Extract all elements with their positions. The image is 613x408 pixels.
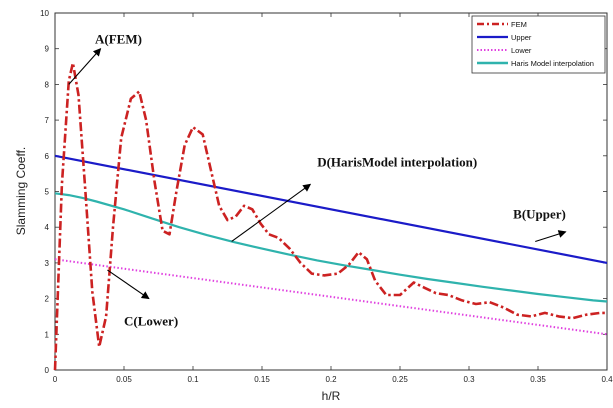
y-tick-label: 7 xyxy=(45,116,50,125)
series-line-fem xyxy=(53,61,607,371)
axis-ticks: 0 0.05 0.1 0.15 0.2 0.25 0.3 0.35 0.4 0 1 2 3 4 5 6 7 8 9 1… xyxy=(40,9,613,384)
annotation-label: D(HarisModel interpolation) xyxy=(317,155,477,170)
annotation-arrow xyxy=(68,47,102,85)
x-tick-label: 0.25 xyxy=(392,375,408,384)
annotation-label: B(Upper) xyxy=(513,206,566,221)
x-tick-label: 0.2 xyxy=(325,375,337,384)
y-tick-label: 1 xyxy=(45,330,50,339)
x-tick-label: 0.15 xyxy=(254,375,270,384)
series-line-haris-model-interpolation xyxy=(54,192,608,303)
annotation-label: C(Lower) xyxy=(124,313,178,328)
y-tick-label: 0 xyxy=(45,366,50,375)
legend-label-upper: Upper xyxy=(511,33,532,42)
y-tick-label: 2 xyxy=(45,295,50,304)
annotation-label: A(FEM) xyxy=(95,31,142,46)
annotation-arrow xyxy=(231,183,312,242)
x-tick-label: 0.4 xyxy=(601,375,613,384)
x-tick-label: 0.35 xyxy=(530,375,546,384)
y-axis-label: Slamming Coeff. xyxy=(14,147,28,235)
series-line-lower xyxy=(54,258,608,336)
annotations: A(FEM) D(HarisModel interpolation) B(Upper… xyxy=(68,31,567,328)
annotation-arrow xyxy=(107,269,150,300)
x-tick-label: 0.1 xyxy=(187,375,199,384)
series-line-upper xyxy=(54,154,608,264)
legend-label-haris: Haris Model interpolation xyxy=(511,59,594,68)
y-tick-label: 4 xyxy=(45,223,50,232)
x-axis-label: h/R xyxy=(322,389,341,403)
y-tick-label: 10 xyxy=(40,9,49,18)
y-tick-label: 9 xyxy=(45,45,50,54)
legend-label-lower: Lower xyxy=(511,46,532,55)
x-tick-label: 0.05 xyxy=(116,375,132,384)
x-tick-label: 0.3 xyxy=(463,375,475,384)
series-lines xyxy=(53,61,608,371)
legend: FEM Upper Lower Haris Model interpolatio… xyxy=(471,15,606,74)
y-tick-label: 3 xyxy=(45,259,50,268)
annotation-arrow xyxy=(535,230,567,243)
y-tick-label: 6 xyxy=(45,152,50,161)
legend-label-fem: FEM xyxy=(511,20,527,29)
y-tick-label: 8 xyxy=(45,80,50,89)
y-tick-label: 5 xyxy=(45,188,50,197)
x-tick-label: 0 xyxy=(53,375,58,384)
